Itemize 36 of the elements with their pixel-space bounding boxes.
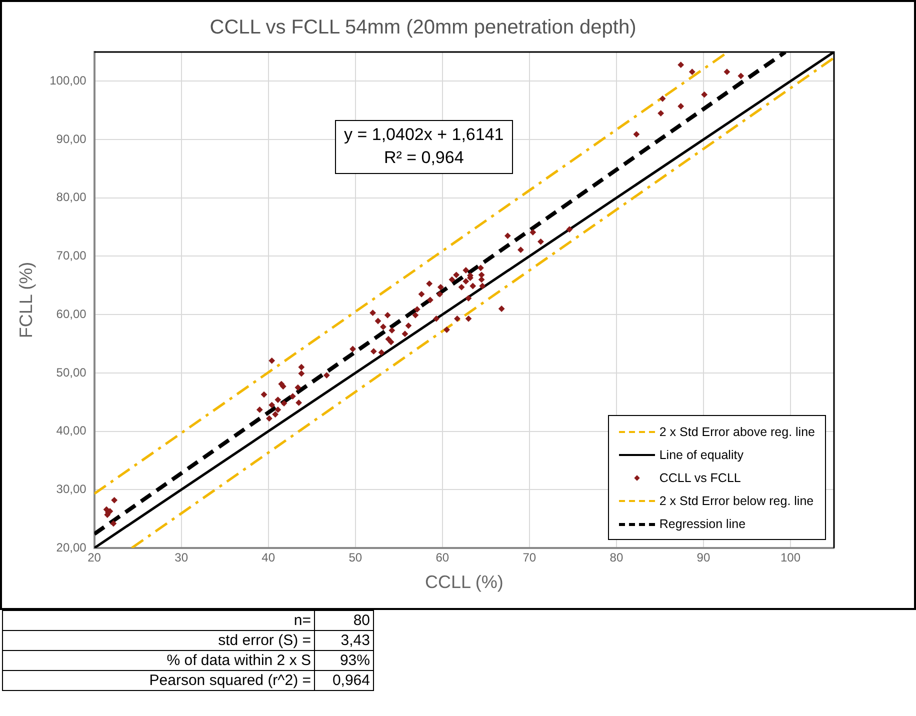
text: Pearson squared (r^2) =	[2, 670, 314, 690]
y-tick-label: 70,00	[56, 248, 87, 263]
text: 0,964	[314, 670, 374, 690]
x-tick-label: 100	[780, 550, 801, 565]
y-tick-label: 80,00	[56, 190, 87, 204]
y-tick-label: 60,00	[56, 306, 87, 321]
x-tick-label: 40	[262, 550, 276, 565]
y-axis-title: FCLL (%)	[16, 262, 36, 338]
y-tick-label: 40,00	[56, 424, 87, 438]
y-tick-label: 30,00	[56, 482, 87, 496]
legend-label: 2 x Std Error above reg. line	[659, 424, 815, 438]
x-tick-label: 50	[348, 550, 362, 565]
y-tick-label: 100,00	[50, 73, 87, 88]
text: 93%	[314, 650, 374, 670]
x-tick-label: 90	[696, 550, 710, 565]
x-tick-label: 20	[88, 550, 102, 565]
annotation: y = 1,0402x + 1,6141	[344, 124, 504, 146]
x-tick-label: 80	[610, 550, 624, 565]
text: % of data within 2 x S	[2, 650, 314, 670]
text: 80	[314, 610, 374, 630]
x-tick-label: 30	[174, 550, 188, 565]
x-tick-label: 70	[522, 550, 536, 565]
legend-label: Regression line	[659, 516, 746, 530]
text: std error (S) =	[2, 630, 314, 650]
x-tick-label: 60	[436, 550, 450, 565]
annotation: R² = 0,964	[382, 146, 465, 169]
text: n=	[2, 610, 314, 630]
y-tick-label: 20,00	[56, 540, 87, 554]
chart-title: CCLL vs FCLL 54mm (20mm penetration depth)	[210, 16, 636, 39]
legend-label: 2 x Std Error below reg. line	[659, 494, 814, 508]
legend-label: CCLL vs FCLL	[659, 470, 741, 484]
legend-label: Line of equality	[659, 448, 744, 462]
y-tick-label: 90,00	[56, 132, 87, 146]
text: 3,43	[314, 630, 374, 650]
y-tick-label: 50,00	[56, 365, 87, 380]
x-axis-title: CCLL (%)	[424, 572, 504, 592]
